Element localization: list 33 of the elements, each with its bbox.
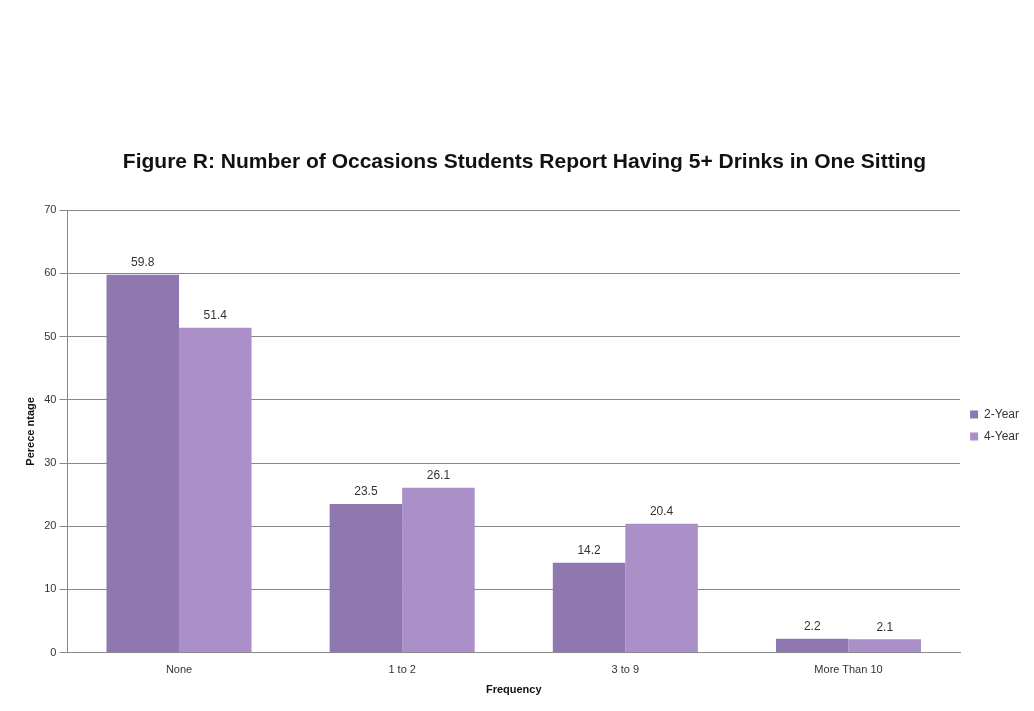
y-tick-label: 10 — [44, 582, 57, 595]
x-axis-title: Frequency — [485, 683, 543, 696]
bar — [552, 562, 626, 653]
y-tick-label: 40 — [44, 392, 57, 405]
bar — [775, 638, 849, 653]
bar — [179, 327, 252, 653]
bar — [329, 504, 403, 653]
y-tick-label: 0 — [50, 645, 57, 658]
y-tick-label: 50 — [44, 329, 57, 342]
y-tick-label: 70 — [44, 203, 57, 216]
data-label: 26.1 — [426, 467, 451, 482]
legend-label: 2-Year — [984, 406, 1020, 421]
bar — [402, 487, 475, 653]
data-label: 51.4 — [203, 308, 228, 323]
x-tick-label: More Than 10 — [814, 663, 883, 676]
data-label: 59.8 — [131, 254, 155, 269]
legend-label: 4-Year — [984, 428, 1020, 443]
y-tick-label: 30 — [44, 456, 57, 469]
y-tick-label: 60 — [44, 266, 57, 279]
data-label: 23.5 — [354, 484, 378, 499]
x-tick-label: None — [165, 663, 193, 676]
x-tick-label: 1 to 2 — [388, 663, 416, 676]
chart-title: Figure R: Number of Occasions Students Report Having 5+ Drinks in One Sitting — [122, 149, 927, 173]
data-label: 14.2 — [577, 543, 602, 558]
x-tick-label: 3 to 9 — [611, 663, 640, 676]
data-label: 2.2 — [803, 619, 821, 634]
y-tick-label: 20 — [44, 519, 57, 532]
bar — [625, 523, 698, 653]
data-label: 2.1 — [876, 619, 894, 634]
data-label: 20.4 — [649, 503, 674, 518]
bar — [106, 274, 180, 653]
bar — [848, 639, 922, 653]
y-axis-title: Perece ntage — [23, 397, 36, 466]
